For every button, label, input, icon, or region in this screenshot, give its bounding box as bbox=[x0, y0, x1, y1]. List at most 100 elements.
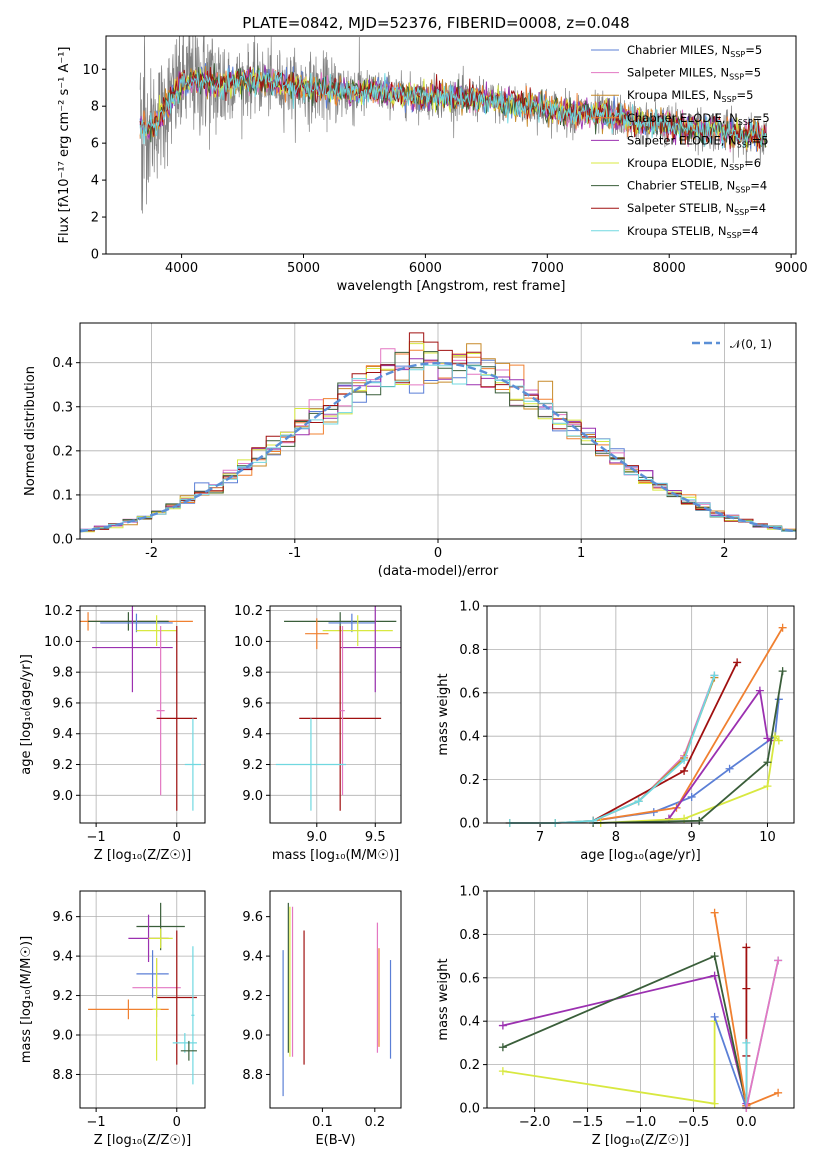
y-tick-label: 9.0 bbox=[242, 789, 263, 804]
legend-text: Chabrier ELODIE, N bbox=[627, 111, 738, 125]
legend-text: Salpeter MILES, N bbox=[627, 66, 729, 80]
weight-line bbox=[503, 956, 747, 1106]
legend-entry: Chabrier STELIB, NSSP=4 bbox=[627, 179, 767, 195]
y-tick-label: 9.6 bbox=[52, 910, 73, 925]
weight-marker bbox=[733, 658, 741, 666]
y-tick-label: 0.2 bbox=[459, 1058, 480, 1073]
legend-value: =5 bbox=[752, 133, 769, 147]
legend-value: =4 bbox=[750, 179, 767, 193]
y-tick-label: 9.2 bbox=[242, 989, 263, 1004]
weight-marker bbox=[774, 956, 782, 964]
x-tick-label: 9.5 bbox=[365, 830, 386, 845]
age-vs-metallicity-plot: −1 09.09.29.49.69.810.010.2Z [log₁₀(Z/Z☉)… bbox=[0, 603, 205, 863]
weight-marker bbox=[779, 624, 787, 632]
y-axis-label: age [log₁₀(age/yr)] bbox=[19, 654, 34, 775]
y-tick-label: 8 bbox=[91, 100, 99, 115]
weight-marker bbox=[742, 1039, 750, 1047]
y-tick-label: 0.2 bbox=[52, 444, 73, 459]
y-tick-label: 10.2 bbox=[234, 604, 263, 619]
x-tick-label: 0.2 bbox=[364, 1115, 385, 1130]
y-tick-label: 0.0 bbox=[52, 533, 73, 548]
y-tick-label: 9.6 bbox=[242, 696, 263, 711]
x-tick-label: 9.0 bbox=[306, 830, 327, 845]
legend-subscript: SSP bbox=[727, 231, 742, 240]
y-tick-label: 6 bbox=[91, 137, 99, 152]
y-tick-label: 9.4 bbox=[242, 727, 263, 742]
x-tick-label: 8 bbox=[612, 830, 620, 845]
y-tick-label: 4 bbox=[91, 174, 99, 189]
x-tick-label: 5000 bbox=[287, 261, 320, 276]
y-tick-label: 9.4 bbox=[242, 950, 263, 965]
y-tick-label: 10.0 bbox=[44, 635, 73, 650]
x-tick-label: −1.5 bbox=[572, 1115, 604, 1130]
axes-frame bbox=[487, 606, 794, 823]
residuals-histogram-plot: -2 -1 0 1 20.00.10.20.30.4(data-model)/error… bbox=[23, 323, 796, 579]
legend-text: Kroupa STELIB, N bbox=[627, 224, 727, 238]
legend-value: =5 bbox=[737, 88, 754, 102]
weight-marker bbox=[680, 767, 688, 775]
y-axis-label: Normed distribution bbox=[23, 366, 38, 496]
x-axis-label: (data-model)/error bbox=[378, 564, 499, 579]
y-tick-label: 9.0 bbox=[52, 1029, 73, 1044]
y-tick-label: 0.4 bbox=[459, 730, 480, 745]
x-tick-label: 4000 bbox=[165, 261, 198, 276]
legend-subscript: SSP bbox=[729, 73, 744, 82]
y-tick-label: 0.0 bbox=[459, 1102, 480, 1117]
legend-subscript: SSP bbox=[734, 208, 749, 217]
y-tick-label: 8.8 bbox=[242, 1068, 263, 1083]
mass-vs-metallicity-plot: −1 0 8.8 9.0 9.2 9.4 9.6 Z [log₁₀(Z/Z☉)] mass [l… bbox=[19, 891, 205, 1148]
legend-subscript: SSP bbox=[738, 118, 753, 127]
x-tick-label: −0.5 bbox=[678, 1115, 710, 1130]
x-tick-label: 10 bbox=[759, 830, 776, 845]
legend-subscript: SSP bbox=[730, 50, 745, 59]
y-tick-label: 1.0 bbox=[459, 600, 480, 615]
legend-entry: Salpeter MILES, NSSP=5 bbox=[627, 66, 761, 82]
weight-marker bbox=[774, 1089, 782, 1097]
y-axis-label: mass weight bbox=[436, 673, 451, 755]
x-tick-label: −1 bbox=[87, 830, 106, 845]
legend-text: Kroupa ELODIE, N bbox=[627, 156, 729, 170]
y-tick-label: 9.6 bbox=[242, 910, 263, 925]
y-tick-label: 0.1 bbox=[52, 488, 73, 503]
x-tick-label: 9000 bbox=[775, 261, 808, 276]
y-tick-label: 9.0 bbox=[242, 1029, 263, 1044]
weight-vs-age-plot: 7 8 9 10 0.0 0.2 0.4 0.6 0.8 1.0 age [log₁₀(age/yr… bbox=[436, 600, 794, 864]
y-tick-label: 0.6 bbox=[459, 686, 480, 701]
x-tick-label: 0.1 bbox=[312, 1115, 333, 1130]
x-axis-label: Z [log₁₀(Z/Z☉)] bbox=[94, 848, 191, 863]
figure-canvas: PLATE=0842, MJD=52376, FIBERID=0008, z=0… bbox=[0, 0, 819, 1170]
x-tick-label: 7 bbox=[536, 830, 544, 845]
legend-entry: Kroupa STELIB, NSSP=4 bbox=[627, 224, 758, 240]
y-tick-label: 9.0 bbox=[52, 789, 73, 804]
x-axis-label: age [log₁₀(age/yr)] bbox=[580, 848, 701, 863]
y-tick-label: 0 bbox=[91, 248, 99, 263]
x-tick-label: 2 bbox=[720, 546, 728, 561]
legend-value: =5 bbox=[753, 111, 770, 125]
y-tick-label: 9.6 bbox=[52, 696, 73, 711]
y-axis-label: mass weight bbox=[436, 958, 451, 1040]
y-tick-label: 9.4 bbox=[52, 727, 73, 742]
x-tick-label: 6000 bbox=[409, 261, 442, 276]
weight-marker bbox=[711, 1100, 719, 1108]
weight-marker bbox=[499, 1067, 507, 1075]
legend-text: Kroupa MILES, N bbox=[627, 88, 722, 102]
x-tick-label: -1 bbox=[288, 546, 301, 561]
x-tick-label: 0 bbox=[173, 1115, 181, 1130]
weight-marker bbox=[499, 1022, 507, 1030]
weight-marker bbox=[711, 909, 719, 917]
axes-frame bbox=[270, 606, 401, 823]
y-tick-label: 0.8 bbox=[459, 643, 480, 658]
x-tick-label: 9 bbox=[688, 830, 696, 845]
y-tick-label: 9.4 bbox=[52, 950, 73, 965]
legend-subscript: SSP bbox=[735, 186, 750, 195]
legend-value: =4 bbox=[742, 224, 759, 238]
x-tick-label: −1 bbox=[87, 1115, 106, 1130]
y-tick-label: 9.2 bbox=[242, 758, 263, 773]
legend-value: =5 bbox=[744, 66, 761, 80]
age-vs-mass-plot: 9.0 9.59.09.29.49.69.810.010.2mass [log₁₀… bbox=[234, 603, 410, 863]
weight-marker bbox=[499, 1043, 507, 1051]
y-tick-label: 0.8 bbox=[459, 928, 480, 943]
y-tick-label: 2 bbox=[91, 211, 99, 226]
weight-marker bbox=[711, 1013, 719, 1021]
x-tick-label: 8000 bbox=[653, 261, 686, 276]
